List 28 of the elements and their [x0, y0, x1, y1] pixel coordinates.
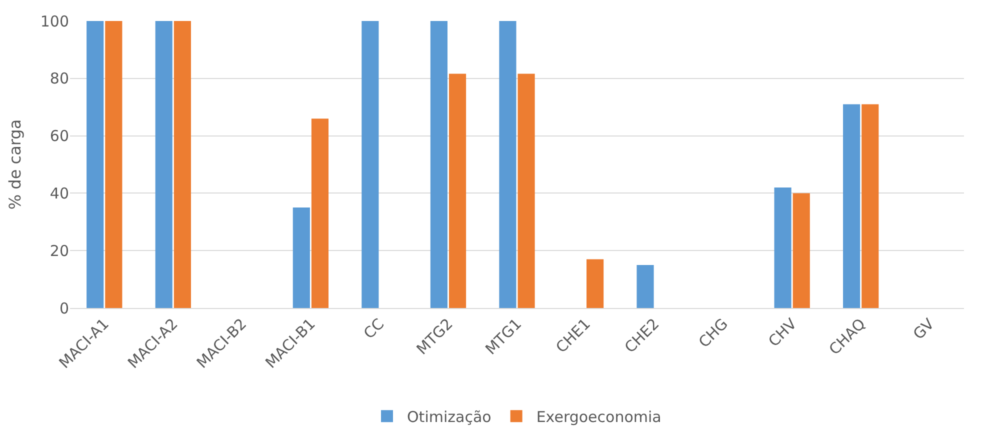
- bar: [774, 187, 792, 308]
- bar: [586, 259, 604, 308]
- bar: [362, 21, 379, 308]
- bar: [636, 264, 654, 308]
- y-axis-title: % de carga: [5, 119, 24, 210]
- bar: [862, 104, 879, 308]
- bar: [155, 21, 172, 308]
- bar: [448, 74, 466, 308]
- bar: [792, 193, 810, 308]
- bar: [105, 21, 122, 308]
- y-tick-label: 100: [40, 12, 69, 30]
- bar: [430, 21, 448, 308]
- bar: [499, 21, 516, 308]
- bar: [843, 104, 860, 308]
- bar: [518, 74, 535, 308]
- y-tick-label: 60: [50, 127, 69, 146]
- legend-label: Exergoeconomia: [536, 408, 662, 426]
- x-tick-label: CC: [360, 314, 388, 342]
- y-tick-label: 80: [50, 70, 69, 88]
- bar: [311, 118, 329, 308]
- bar: [174, 21, 191, 308]
- y-tick-label: 0: [59, 299, 69, 318]
- x-tick-label: GV: [910, 314, 938, 344]
- y-tick-label: 40: [50, 184, 69, 202]
- y-tick-label: 20: [50, 242, 69, 260]
- bar: [86, 21, 104, 308]
- bar: [292, 208, 310, 308]
- legend-label: Otimização: [407, 408, 492, 426]
